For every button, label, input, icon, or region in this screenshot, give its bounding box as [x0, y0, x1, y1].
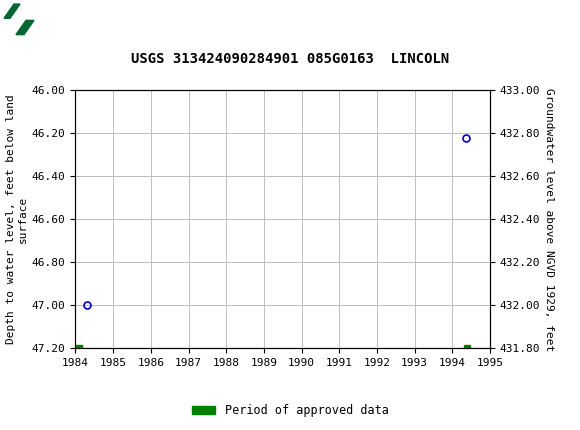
Y-axis label: Groundwater level above NGVD 1929, feet: Groundwater level above NGVD 1929, feet	[545, 88, 554, 351]
Polygon shape	[4, 4, 20, 18]
Y-axis label: Depth to water level, feet below land
surface: Depth to water level, feet below land su…	[6, 95, 28, 344]
Bar	[4, 4, 34, 35]
Text: USGS: USGS	[40, 10, 95, 28]
Text: USGS 313424090284901 085G0163  LINCOLN: USGS 313424090284901 085G0163 LINCOLN	[131, 52, 449, 66]
Legend: Period of approved data: Period of approved data	[187, 399, 393, 422]
Polygon shape	[16, 20, 34, 35]
